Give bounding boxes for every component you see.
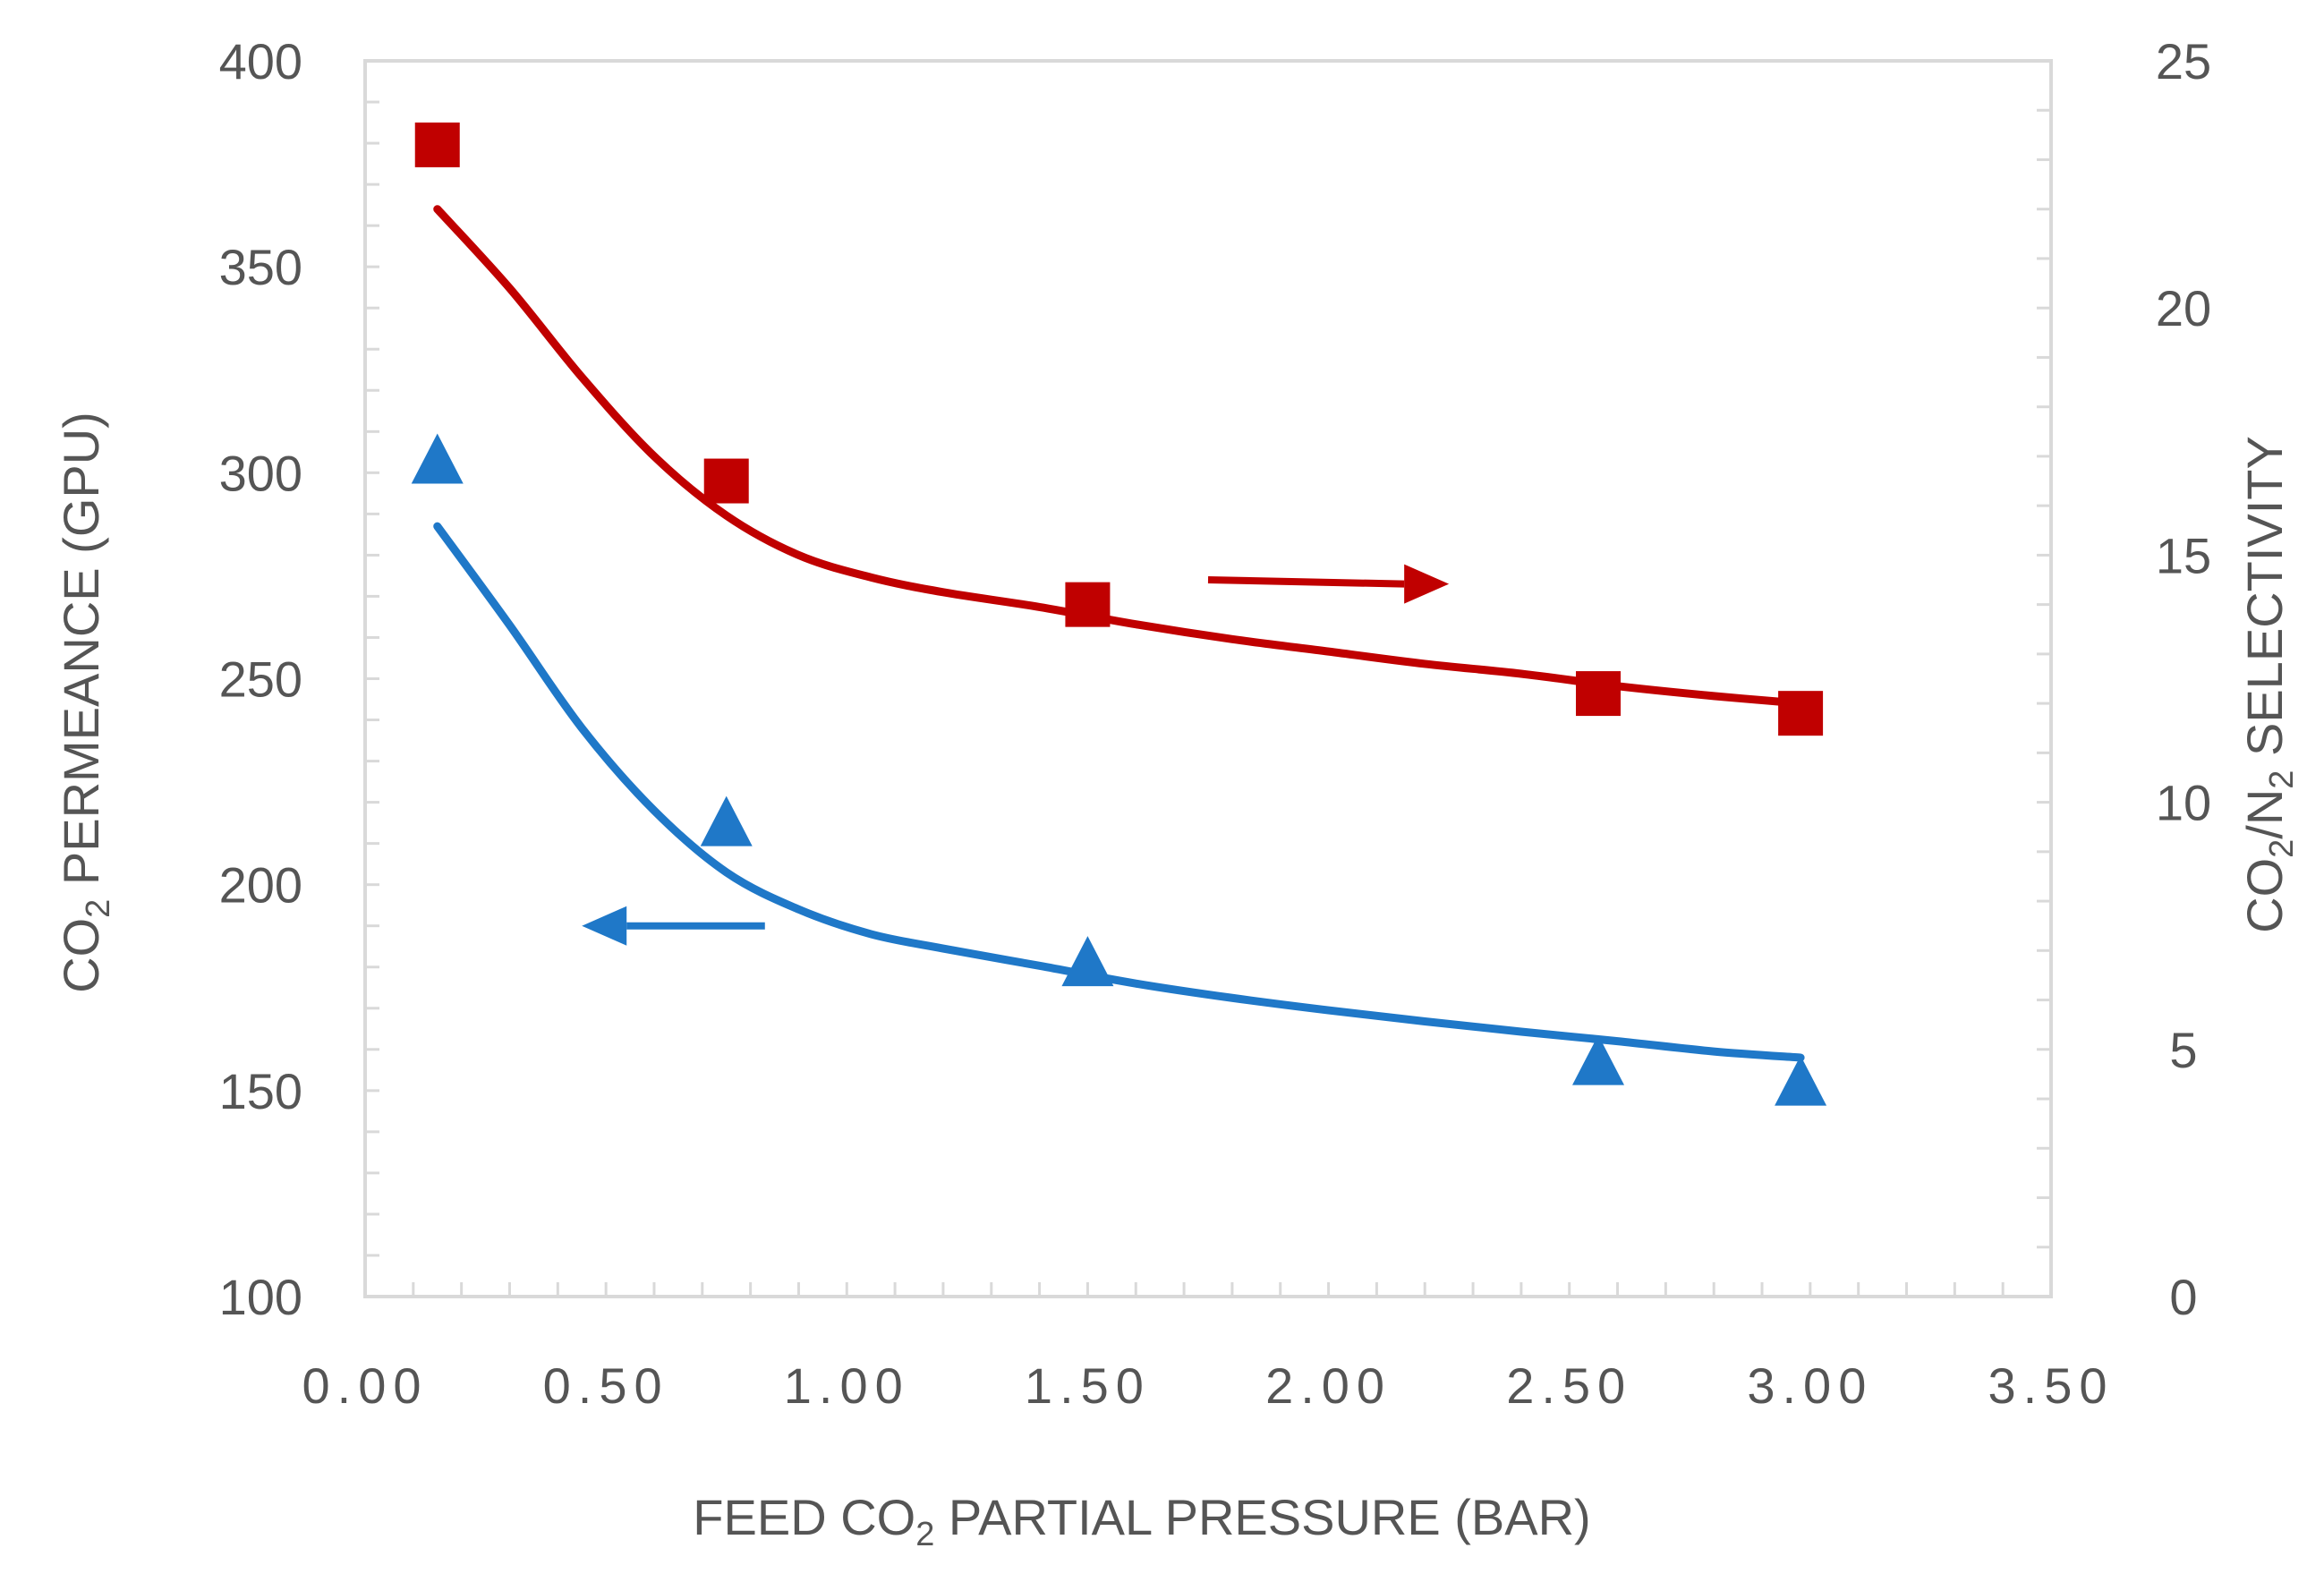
permeance-point [1775,1055,1827,1106]
axis-arrows [582,564,1450,946]
data-markers [411,122,1827,1106]
selectivity-point [1065,582,1111,627]
x-tick-label: 1.50 [1025,1357,1151,1414]
x-tick-label: 3.50 [1988,1357,2115,1414]
x-tick-label: 0.50 [543,1357,669,1414]
permeance-fit-curve [433,522,1805,1062]
y-right-axis-title: CO2/N2 SELECTIVITY [2236,436,2301,933]
selectivity-point [1778,691,1824,736]
y-right-tick-label: 20 [2156,280,2211,336]
selectivity-point [414,122,460,167]
fit-curves [433,205,1805,1062]
y-right-tick-label: 15 [2156,527,2211,583]
y-left-tick-labels: 100 150 200 250 300 350 400 [219,33,302,1325]
left-axis-arrow [582,906,765,946]
y-right-tick-label: 10 [2156,775,2211,831]
x-tick-label: 2.00 [1265,1357,1392,1414]
y-left-tick-label: 100 [219,1269,302,1325]
y-left-tick-label: 250 [219,651,302,708]
plot-border [363,59,2053,1298]
y-right-tick-labels: 0 5 10 15 20 25 [2156,33,2211,1325]
permeance-point [1572,1034,1625,1085]
selectivity-point [1576,671,1622,717]
y-right-tick-label: 0 [2169,1269,2197,1325]
permeance-point [1061,936,1114,987]
y-right-tick-label: 25 [2156,33,2211,89]
selectivity-point [703,458,749,504]
arrow-head [1404,564,1450,604]
permeance-point [700,795,753,846]
x-tick-label: 1.00 [784,1357,910,1414]
y-left-tick-label: 150 [219,1063,302,1119]
y-left-tick-label: 300 [219,445,302,501]
permeance-point [411,433,464,484]
selectivity-fit-curve [433,205,1805,708]
arrow-shaft [1207,576,1405,588]
y-right-tick-label: 5 [2169,1022,2197,1078]
minor-ticks [363,59,2053,1298]
y-left-tick-label: 200 [219,857,302,914]
y-left-axis-title: CO2 PERMEANCE (GPU) [53,412,117,993]
x-tick-labels: 0.00 0.50 1.00 1.50 2.00 2.50 3.00 3.50 [302,1357,2115,1414]
right-axis-arrow [1207,564,1450,604]
arrow-head [582,906,627,946]
plot-frame [363,59,2053,1298]
x-axis-title: FEED CO2 PARTIAL PRESSURE (BAR) [693,1489,1590,1553]
y-left-tick-label: 350 [219,239,302,295]
y-left-tick-label: 400 [219,33,302,89]
x-tick-label: 2.50 [1506,1357,1632,1414]
x-tick-label: 3.00 [1747,1357,1873,1414]
x-tick-label: 0.00 [302,1357,429,1414]
